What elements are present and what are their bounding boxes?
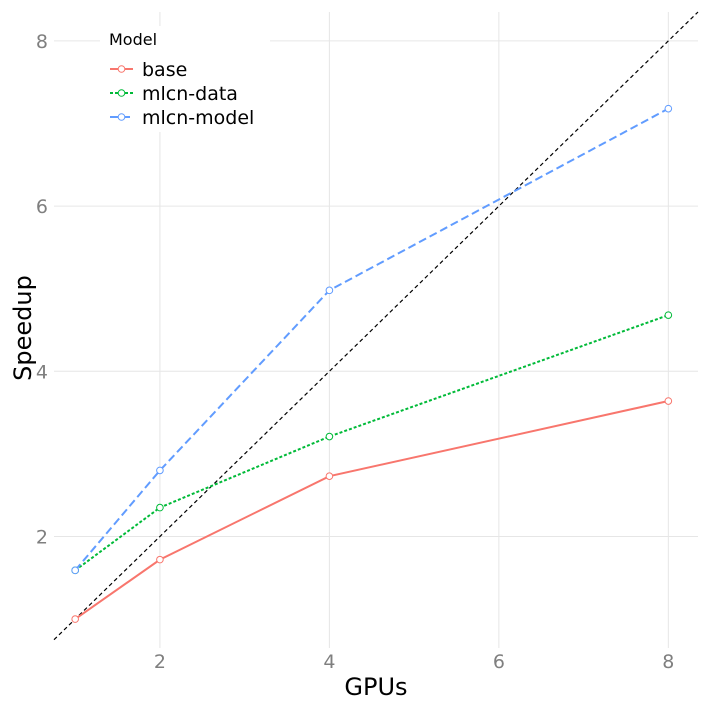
data-point-mlcn-data [325, 432, 334, 441]
series-line-base [74, 400, 669, 620]
legend-key-point [117, 113, 126, 121]
reference-line [53, 11, 699, 641]
x-axis-title: GPUs [344, 673, 407, 701]
x-tick-label: 4 [323, 651, 335, 673]
data-point-mlcn-data [156, 503, 164, 512]
legend-title: Model [109, 30, 157, 49]
data-point-mlcn-model [71, 566, 79, 575]
legend-background [100, 26, 270, 132]
data-point-mlcn-model [664, 104, 673, 113]
series-line-mlcn-model [74, 107, 669, 572]
series-mlcn-model [71, 104, 673, 575]
y-axis-title: Speedup [9, 275, 37, 381]
tick-label-layer: 2 4 6 8 2 4 6 8 [36, 31, 674, 673]
data-point-mlcn-model [325, 286, 334, 295]
legend-key-point [117, 65, 126, 73]
reference-line-layer [53, 11, 699, 641]
data-point-base [664, 397, 673, 405]
series-line-mlcn-data [74, 314, 669, 572]
data-point-base [156, 555, 164, 564]
data-point-mlcn-data [664, 311, 673, 319]
data-point-base [71, 615, 79, 623]
data-point-mlcn-model [156, 466, 164, 475]
data-point-base [325, 472, 334, 480]
grid-layer [54, 12, 698, 648]
legend-label: mlcn-model [142, 107, 254, 129]
legend-key-point [117, 89, 126, 97]
legend-label: mlcn-data [142, 83, 238, 105]
y-tick-label: 2 [36, 526, 48, 548]
y-tick-label: 6 [36, 196, 48, 218]
x-tick-label: 8 [662, 651, 674, 673]
legend-item-mlcn-data: mlcn-data [110, 83, 238, 105]
legend-label: base [142, 59, 187, 81]
x-tick-label: 2 [154, 651, 166, 673]
series-base [71, 397, 673, 623]
series-layer [71, 104, 673, 623]
y-tick-label: 4 [36, 361, 48, 383]
y-tick-label: 8 [36, 31, 48, 53]
legend-item-mlcn-model: mlcn-model [110, 107, 254, 129]
x-tick-label: 6 [493, 651, 505, 673]
legend-item-base: base [110, 59, 187, 81]
